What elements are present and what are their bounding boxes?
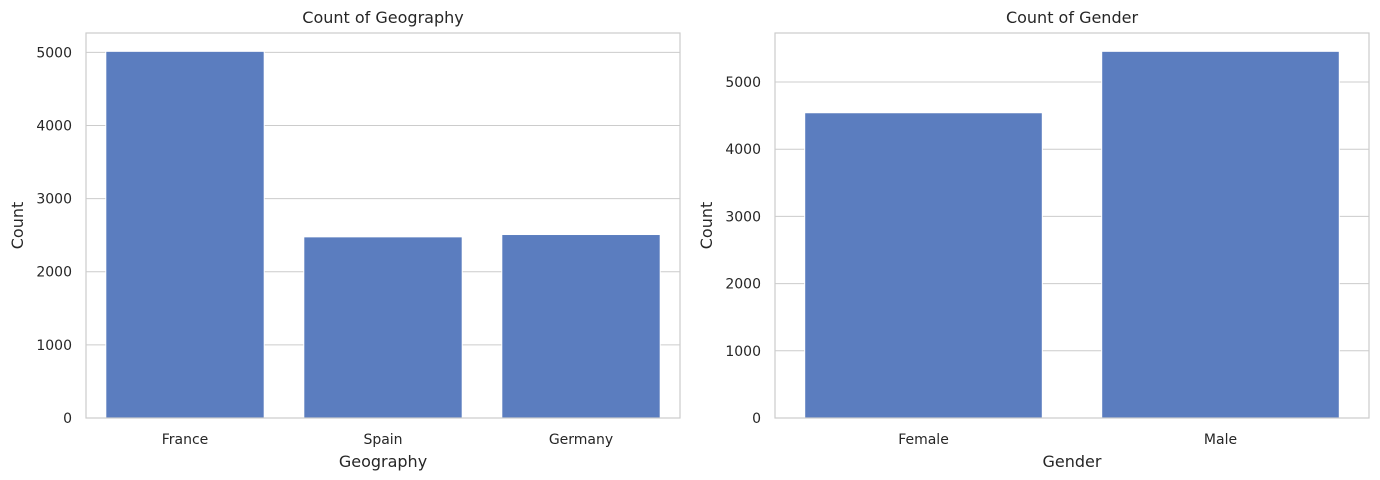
chart-geography: 0 1000 2000 3000 4000 5000 France Spain Germany C… xyxy=(8,8,681,471)
y-tick-label: 4000 xyxy=(36,118,72,134)
chart-title: Count of Geography xyxy=(302,8,463,27)
x-tick-label: Spain xyxy=(363,432,402,448)
y-tick-label: 5000 xyxy=(725,75,761,91)
chart-title: Count of Gender xyxy=(1006,8,1138,27)
x-axis-label: Geography xyxy=(339,452,427,471)
y-tick-label: 0 xyxy=(752,411,761,427)
y-tick-label: 4000 xyxy=(725,142,761,158)
y-tick-label: 2000 xyxy=(36,265,72,281)
x-tick-label: France xyxy=(162,432,209,448)
y-tick-label: 0 xyxy=(63,411,72,427)
plot-frame xyxy=(85,32,681,419)
y-tick-label: 3000 xyxy=(36,192,72,208)
x-axis-label: Gender xyxy=(1043,452,1102,471)
plot-frame xyxy=(774,32,1370,419)
bar-france xyxy=(105,50,265,419)
y-tick-label: 1000 xyxy=(725,344,761,360)
y-tick-label: 2000 xyxy=(725,277,761,293)
bar-spain xyxy=(303,236,463,419)
bar-female xyxy=(804,112,1043,419)
y-axis-label: Count xyxy=(8,202,27,250)
bar-male xyxy=(1101,50,1340,419)
y-tick-label: 3000 xyxy=(725,209,761,225)
x-tick-label: Female xyxy=(898,432,949,448)
bar-germany xyxy=(501,234,661,419)
y-tick-label: 1000 xyxy=(36,338,72,354)
y-axis-label: Count xyxy=(697,202,716,250)
x-tick-label: Male xyxy=(1204,432,1237,448)
y-tick-label: 5000 xyxy=(36,45,72,61)
chart-gender: 0 1000 2000 3000 4000 5000 Female Male Count of … xyxy=(697,8,1370,471)
x-tick-label: Germany xyxy=(549,432,613,448)
